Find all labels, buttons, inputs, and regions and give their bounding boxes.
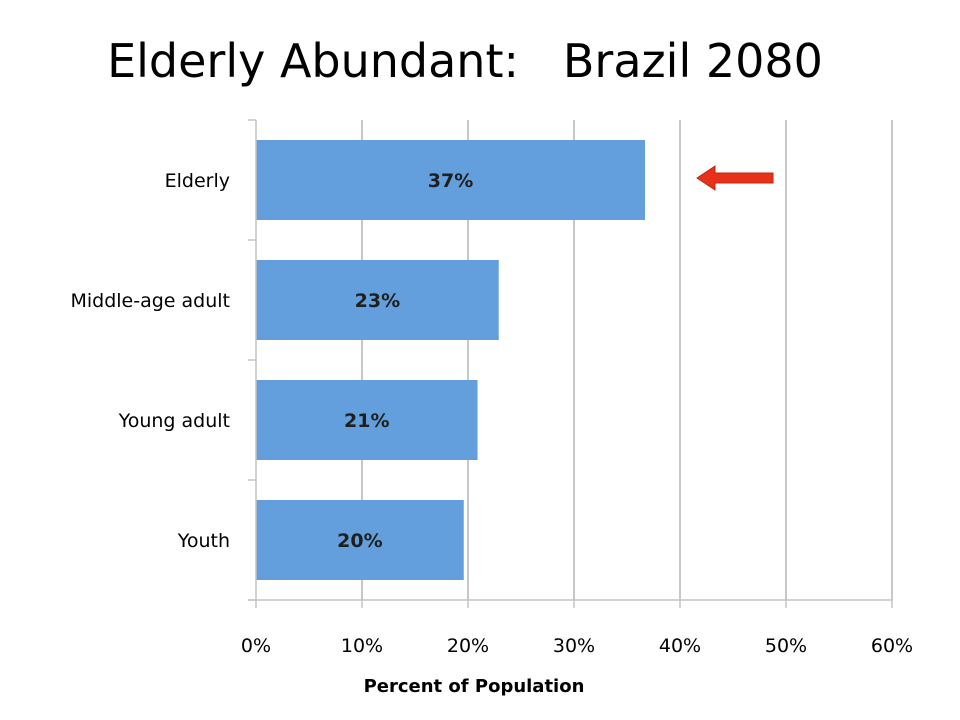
data-label: 23% [355, 290, 400, 312]
category-label: Middle-age adult [70, 290, 230, 312]
category-label: Young adult [118, 410, 230, 432]
category-label: Youth [177, 530, 230, 552]
x-tick-label: 10% [341, 635, 383, 657]
x-tick-label: 0% [241, 635, 271, 657]
bar [256, 380, 478, 460]
bars [256, 140, 646, 580]
annotation-arrow [696, 165, 774, 191]
x-tick-label: 50% [765, 635, 807, 657]
data-label: 37% [428, 170, 473, 192]
x-tick-label: 40% [659, 635, 701, 657]
red-left-arrow-icon [696, 165, 774, 191]
slide-title: Elderly Abundant: Brazil 2080 [107, 34, 823, 88]
x-tick-label: 30% [553, 635, 595, 657]
bar [256, 140, 646, 220]
x-tick-label: 60% [871, 635, 913, 657]
data-label: 20% [337, 530, 382, 552]
bar [256, 260, 499, 340]
x-axis-title: Percent of Population [364, 676, 585, 697]
x-tick-label: 20% [447, 635, 489, 657]
axes [248, 119, 893, 608]
data-label: 21% [344, 410, 389, 432]
category-label: Elderly [165, 170, 230, 192]
bar [256, 500, 464, 580]
labels: 0% 10% 20% 30% 40% 50% 60% Elderly 37% Middle-age… [70, 170, 913, 657]
